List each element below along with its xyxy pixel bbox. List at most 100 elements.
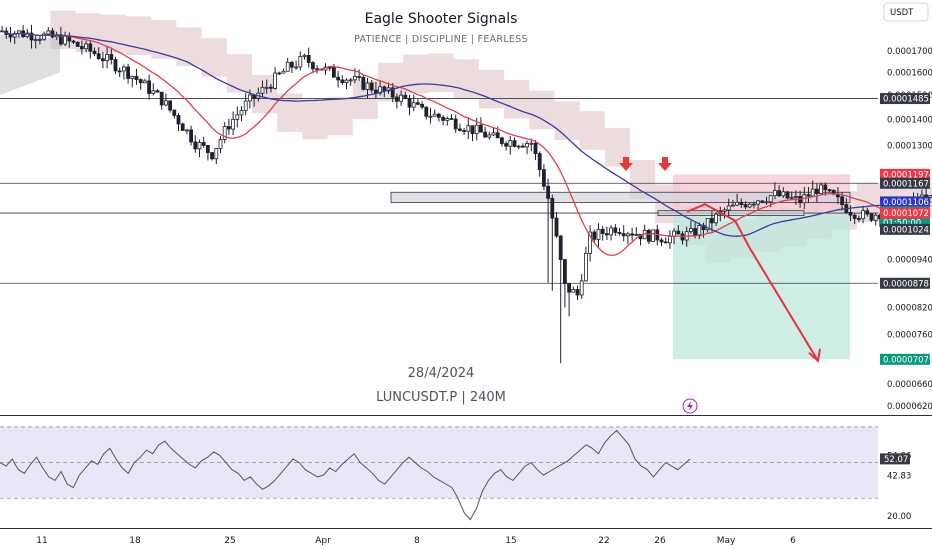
candle-body xyxy=(415,102,420,105)
candle-body xyxy=(172,109,177,116)
candle-body xyxy=(504,143,509,147)
candle-body xyxy=(46,30,51,35)
candle-body xyxy=(810,188,815,197)
candle-body xyxy=(84,43,88,50)
price-labels: 0.000148510.000119740.000116750.00011072… xyxy=(880,93,932,365)
price-label xyxy=(880,196,930,208)
candle-body xyxy=(516,145,521,148)
x-tick-label: 8 xyxy=(414,536,420,546)
candle-body xyxy=(273,72,278,89)
x-tick-label: 18 xyxy=(129,536,141,546)
candle-body xyxy=(546,185,550,199)
candle-body xyxy=(647,229,651,242)
currency-button[interactable]: USDT xyxy=(883,2,929,22)
candle-body xyxy=(445,118,450,121)
candle-body xyxy=(357,76,362,78)
candle-body xyxy=(764,201,769,204)
currency-label: USDT xyxy=(890,8,914,18)
candle-body xyxy=(142,80,147,84)
lightning-icon[interactable] xyxy=(682,398,698,414)
candle-body xyxy=(264,86,269,89)
candle-body xyxy=(151,90,156,94)
candle-body xyxy=(432,113,437,117)
candle-body xyxy=(487,134,492,138)
rsi-tick-label: 42.83 xyxy=(887,471,911,481)
x-tick-label: 22 xyxy=(598,536,609,546)
candle-body xyxy=(626,233,630,237)
candle-body xyxy=(369,82,374,91)
candle-body xyxy=(168,100,173,111)
price-label xyxy=(880,223,930,235)
candle-body xyxy=(88,43,93,52)
candle-body xyxy=(189,129,194,143)
price-label-text: 0.00011675 xyxy=(883,179,932,189)
candle-body xyxy=(668,235,672,244)
candle-body xyxy=(113,59,118,72)
candle-body xyxy=(281,70,286,74)
candle-body xyxy=(689,228,693,233)
candle-body xyxy=(117,70,122,73)
moving-averages xyxy=(1,30,932,256)
price-label xyxy=(880,177,930,189)
candle-body xyxy=(462,130,467,132)
candle-body xyxy=(693,228,697,237)
candle-body xyxy=(285,61,290,72)
candle-body xyxy=(399,94,404,102)
candle-body xyxy=(743,204,748,208)
candle-body xyxy=(159,91,164,106)
x-tick-label: 11 xyxy=(36,536,47,546)
candle-body xyxy=(567,283,571,293)
candle-body xyxy=(592,231,597,240)
candle-body xyxy=(336,76,341,81)
candle-body xyxy=(239,110,244,116)
price-label-text: 0.00007079 xyxy=(883,355,932,365)
candle-body xyxy=(310,62,315,70)
candle-body xyxy=(441,116,446,121)
watermark-date: 28/4/2024 xyxy=(408,366,475,381)
candle-body xyxy=(63,35,67,45)
time-axis[interactable]: 11 18 25 Apr 8 15 22 26 May 6 xyxy=(36,536,796,546)
candle-body xyxy=(268,86,273,89)
candle-body xyxy=(579,280,584,296)
candle-body xyxy=(231,118,236,130)
candle-body xyxy=(92,50,97,55)
candle-body xyxy=(382,86,387,92)
candle-body xyxy=(676,230,681,235)
ichimoku-cloud xyxy=(0,10,932,264)
candle-body xyxy=(697,225,702,237)
candle-body xyxy=(512,140,517,147)
candle-body xyxy=(315,68,320,71)
candle-body xyxy=(130,75,135,79)
candle-body xyxy=(768,195,773,203)
candle-body xyxy=(621,233,626,237)
candle-body xyxy=(260,86,265,94)
candle-body xyxy=(277,72,282,75)
candle-body xyxy=(71,40,76,43)
candle-body xyxy=(705,218,710,230)
candle-body xyxy=(218,139,223,149)
candle-body xyxy=(773,190,777,197)
candle-body xyxy=(340,79,345,84)
candle-body xyxy=(609,227,613,236)
candle-body xyxy=(533,142,538,155)
countdown-text: 01:50:00 xyxy=(883,218,921,228)
candle-body xyxy=(521,145,525,148)
y-tick-label: 0.00006200 xyxy=(887,402,932,412)
candle-body xyxy=(537,153,542,171)
candle-body xyxy=(457,128,462,131)
candle-body xyxy=(735,201,739,206)
candle-body xyxy=(205,145,210,154)
candle-body xyxy=(739,201,744,205)
candle-body xyxy=(226,126,231,130)
candle-body xyxy=(756,200,760,205)
candle-body xyxy=(302,54,307,57)
candle-body xyxy=(659,239,664,243)
candle-body xyxy=(823,184,828,191)
candle-body xyxy=(344,79,349,84)
candle-body xyxy=(163,100,168,106)
candle-body xyxy=(634,233,639,236)
